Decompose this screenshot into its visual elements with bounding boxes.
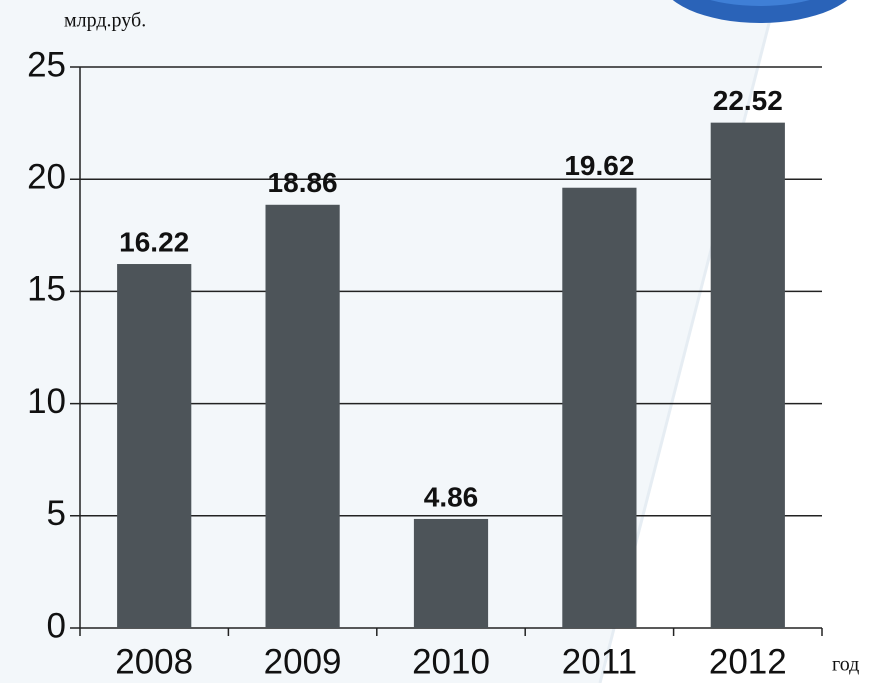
bar <box>710 122 785 629</box>
y-tick-label: 25 <box>27 45 66 84</box>
x-tick-label: 2008 <box>115 642 193 681</box>
background-panel <box>0 0 775 683</box>
x-tick-label: 2012 <box>709 642 787 681</box>
bar <box>117 264 192 628</box>
y-tick-label: 5 <box>47 494 66 533</box>
value-label: 16.22 <box>119 226 189 257</box>
value-label: 19.62 <box>564 150 634 181</box>
bar <box>562 187 637 628</box>
decor-ellipse <box>672 0 848 23</box>
bar <box>413 518 489 628</box>
value-label: 18.86 <box>268 167 338 198</box>
x-tick-label: 2009 <box>264 642 342 681</box>
bar <box>265 204 340 628</box>
value-label: 4.86 <box>424 481 479 512</box>
y-tick-label: 20 <box>27 157 66 196</box>
x-axis-label: год <box>832 654 859 676</box>
y-axis-label: млрд.руб. <box>64 10 146 32</box>
x-tick-label: 2011 <box>562 642 637 681</box>
y-tick-label: 0 <box>47 606 66 645</box>
y-tick-label: 10 <box>27 382 66 421</box>
decor-ellipse-inner <box>710 0 810 6</box>
y-tick-label: 15 <box>27 270 66 309</box>
x-tick-label: 2010 <box>412 642 490 681</box>
value-label: 22.52 <box>713 85 783 116</box>
